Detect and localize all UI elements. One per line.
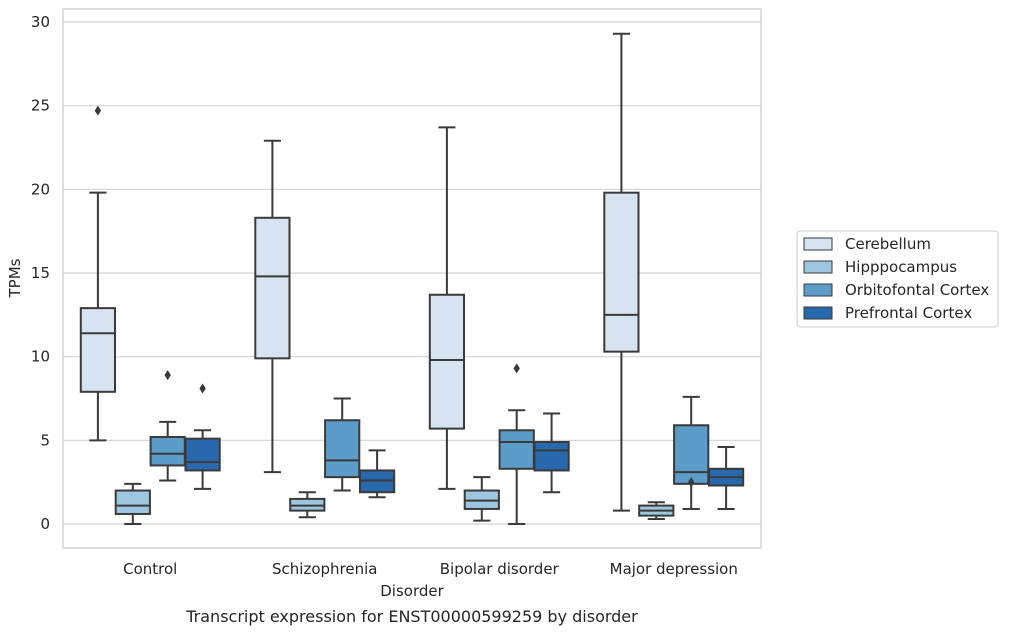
outlier-point [199,383,206,394]
y-tick-label: 30 [31,13,50,31]
box-iqr [673,424,710,485]
box-iqr [149,435,186,467]
y-tick-labels: 0 5 10 15 20 25 30 [31,13,50,533]
box-iqr [428,293,466,430]
x-tick-label: Control [123,560,177,578]
legend-swatch [803,237,833,251]
legend-label: Cerebellum [845,235,931,253]
x-tick-label: Major depression [610,560,738,578]
outlier-point [164,370,171,381]
box-hipppocampus [638,501,675,520]
box-iqr [498,429,535,470]
outlier-point [94,105,102,116]
box-cerebellum [79,105,117,442]
box-prefrontal-cortex [707,446,745,510]
legend-swatch [803,260,833,274]
box-iqr [603,191,640,353]
outlier-point [688,477,695,488]
legend-label: Prefrontal Cortex [845,304,972,322]
box-hipppocampus [463,476,500,522]
box-orbitofontal-cortex [673,395,710,510]
box-orbitofontal-cortex [498,363,535,525]
box-iqr [184,437,221,472]
y-tick-label: 25 [31,97,50,115]
box-iqr [324,419,361,479]
y-axis-label: TPMs [6,258,24,298]
chart-caption: Transcript expression for ENST0000059925… [185,607,638,626]
box-iqr [114,489,151,515]
y-tick-label: 20 [31,180,50,198]
box-hipppocampus [289,491,326,519]
y-tick-label: 15 [31,264,50,282]
box-layer [79,32,745,525]
y-tick-label: 5 [40,431,50,449]
box-prefrontal-cortex [533,412,570,494]
box-iqr [254,216,291,360]
box-prefrontal-cortex [358,449,396,499]
legend-label: Hipppocampus [845,258,957,276]
legend: Cerebellum Hipppocampus Orbitofontal Corte… [796,230,999,328]
legend-label: Orbitofontal Cortex [845,281,989,299]
box-cerebellum [603,32,640,512]
x-tick-label: Bipolar disorder [440,560,560,578]
box-prefrontal-cortex [184,383,221,490]
box-cerebellum [254,139,291,474]
x-tick-label: Schizophrenia [272,560,377,578]
x-axis-label: Disorder [380,582,444,600]
y-tick-label: 0 [40,515,50,533]
box-hipppocampus [114,482,151,525]
legend-swatch [803,306,833,320]
plot-frame [62,8,762,549]
x-tick-labels: Control Schizophrenia Bipolar disorder Majo… [123,560,738,578]
legend-swatch [803,283,833,297]
box-cerebellum [428,126,466,490]
box-iqr [533,441,570,472]
y-tick-label: 10 [31,348,50,366]
outlier-point [513,363,520,374]
box-orbitofontal-cortex [149,370,186,482]
legend-frame [796,230,999,328]
box-orbitofontal-cortex [324,397,361,492]
box-iqr [79,307,117,393]
